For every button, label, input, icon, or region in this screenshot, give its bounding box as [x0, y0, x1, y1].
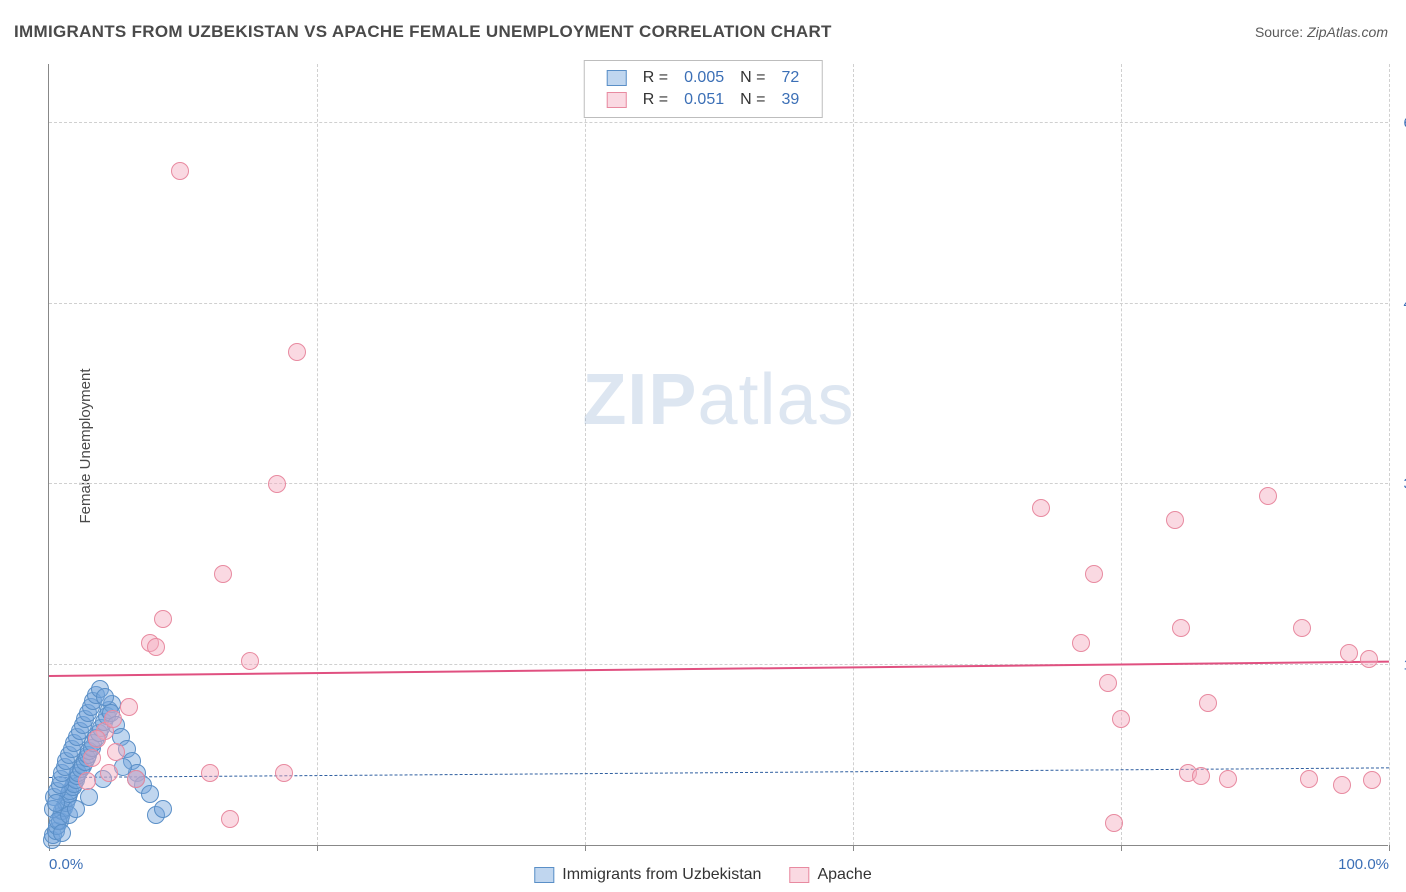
data-point [288, 343, 306, 361]
correlation-legend: R =0.005N =72R =0.051N =39 [584, 60, 823, 118]
data-point [1105, 814, 1123, 832]
series-legend: Immigrants from Uzbekistan Apache [534, 866, 871, 884]
data-point [1032, 499, 1050, 517]
legend-label: Apache [817, 866, 871, 884]
source-attribution: Source: ZipAtlas.com [1255, 24, 1388, 40]
x-tick [317, 845, 318, 851]
legend-swatch [607, 70, 627, 86]
data-point [1166, 511, 1184, 529]
legend-label: Immigrants from Uzbekistan [562, 866, 761, 884]
data-point [154, 610, 172, 628]
legend-n-value: 39 [773, 89, 807, 111]
data-point [104, 710, 122, 728]
data-point [1300, 770, 1318, 788]
data-point [201, 764, 219, 782]
legend-swatch [789, 867, 809, 883]
data-point [1293, 619, 1311, 637]
data-point [268, 475, 286, 493]
data-point [78, 772, 96, 790]
data-point [241, 652, 259, 670]
plot-area: ZIPatlas 15.0%30.0%45.0%60.0%0.0%100.0% [48, 64, 1388, 846]
legend-item: Immigrants from Uzbekistan [534, 866, 761, 884]
data-point [120, 698, 138, 716]
x-tick-label: 0.0% [49, 856, 83, 873]
y-tick-label: 30.0% [1394, 476, 1406, 493]
legend-r-label: R = [635, 89, 676, 111]
source-label: Source: [1255, 24, 1303, 40]
data-point [154, 800, 172, 818]
data-point [83, 749, 101, 767]
data-point [1340, 644, 1358, 662]
data-point [53, 824, 71, 842]
chart-title: IMMIGRANTS FROM UZBEKISTAN VS APACHE FEM… [14, 22, 832, 42]
data-point [1219, 770, 1237, 788]
legend-row: R =0.005N =72 [599, 67, 808, 89]
data-point [1112, 710, 1130, 728]
y-tick-label: 15.0% [1394, 656, 1406, 673]
data-point [1192, 767, 1210, 785]
x-tick [853, 845, 854, 851]
data-point [88, 730, 106, 748]
data-point [1199, 694, 1217, 712]
legend-n-label: N = [732, 67, 773, 89]
y-tick-label: 60.0% [1394, 115, 1406, 132]
data-point [1259, 487, 1277, 505]
data-point [147, 638, 165, 656]
x-tick [1121, 845, 1122, 851]
data-point [1333, 776, 1351, 794]
gridline [49, 303, 1388, 304]
data-point [275, 764, 293, 782]
legend-r-value: 0.005 [676, 67, 732, 89]
watermark: ZIPatlas [582, 359, 854, 441]
legend-swatch [607, 92, 627, 108]
x-tick [1389, 845, 1390, 851]
data-point [141, 785, 159, 803]
chart-container: IMMIGRANTS FROM UZBEKISTAN VS APACHE FEM… [0, 0, 1406, 892]
gridline [1121, 64, 1122, 845]
data-point [1360, 650, 1378, 668]
data-point [1085, 565, 1103, 583]
data-point [1099, 674, 1117, 692]
data-point [100, 764, 118, 782]
data-point [80, 788, 98, 806]
data-point [221, 810, 239, 828]
legend-n-value: 72 [773, 67, 807, 89]
data-point [1072, 634, 1090, 652]
gridline [49, 483, 1388, 484]
data-point [1172, 619, 1190, 637]
legend-r-label: R = [635, 67, 676, 89]
source-value: ZipAtlas.com [1307, 24, 1388, 40]
gridline [1389, 64, 1390, 845]
legend-item: Apache [789, 866, 871, 884]
data-point [214, 565, 232, 583]
data-point [107, 743, 125, 761]
data-point [1363, 771, 1381, 789]
legend-swatch [534, 867, 554, 883]
gridline [49, 122, 1388, 123]
x-tick [585, 845, 586, 851]
legend-n-label: N = [732, 89, 773, 111]
x-tick-label: 100.0% [1338, 856, 1389, 873]
gridline [585, 64, 586, 845]
data-point [171, 162, 189, 180]
gridline [853, 64, 854, 845]
gridline [317, 64, 318, 845]
legend-row: R =0.051N =39 [599, 89, 808, 111]
legend-r-value: 0.051 [676, 89, 732, 111]
data-point [127, 770, 145, 788]
y-tick-label: 45.0% [1394, 295, 1406, 312]
